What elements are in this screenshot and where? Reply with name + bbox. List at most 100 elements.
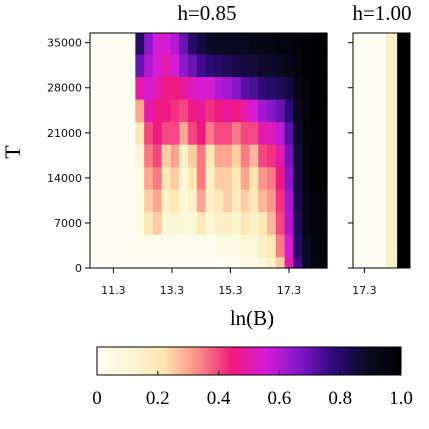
heatmap-cell (267, 53, 277, 78)
heatmap-cell (170, 76, 180, 100)
heatmap-cell (144, 234, 154, 258)
heatmap-cell (310, 53, 328, 78)
heatmap-cell (231, 189, 242, 213)
heatmap-cell (170, 256, 180, 269)
heatmap-cell (196, 144, 207, 168)
heatmap-cell (196, 53, 207, 78)
heatmap-cell (135, 256, 145, 269)
heatmap-cell (293, 166, 303, 190)
heatmap-cell (302, 76, 312, 100)
heatmap-cell (135, 33, 145, 55)
heatmap-cell (196, 33, 207, 55)
heatmap-cell (231, 144, 242, 168)
heatmap-cell (214, 121, 224, 145)
heatmap-cell (135, 53, 145, 78)
heatmap-cell (135, 166, 145, 190)
heatmap-cell (293, 98, 303, 123)
heatmap-cell (293, 256, 303, 269)
heatmap-cell (152, 211, 163, 235)
heatmap-cell (223, 144, 233, 168)
x-tick-label: 15.3 (218, 284, 243, 297)
heatmap-cell (231, 211, 242, 235)
heatmap-cell (144, 256, 154, 269)
heatmap-cell (205, 256, 215, 269)
heatmap-cell (152, 121, 163, 145)
heatmap-cell (249, 234, 259, 258)
heatmap-cell (275, 144, 286, 168)
heatmap-cell (135, 234, 145, 258)
heatmap-cell (214, 234, 224, 258)
heatmap-cell (258, 234, 268, 258)
heatmap-cell (188, 211, 198, 235)
heatmap-cell (258, 256, 268, 269)
heatmap-cell (310, 76, 328, 100)
heatmap-cell (240, 256, 251, 269)
heatmap-cell (275, 256, 286, 269)
heatmap-cell (170, 53, 180, 78)
heatmap-cell (249, 256, 259, 269)
heatmap-cell (240, 144, 251, 168)
heatmap-cell (284, 211, 294, 235)
heatmap-cell (302, 144, 312, 168)
heatmap-cell (170, 234, 180, 258)
heatmap-cell (170, 166, 180, 190)
x-tick-label: 17.3 (352, 284, 377, 297)
heatmap-cell (214, 76, 224, 100)
heatmap-cell (135, 144, 145, 168)
heatmap-cell (170, 98, 180, 123)
heatmap-band (397, 33, 411, 268)
heatmap-cell (267, 211, 277, 235)
heatmap-cell (161, 53, 172, 78)
heatmap-cell (310, 144, 328, 168)
heatmap-cell (161, 76, 172, 100)
heatmap-cell (188, 121, 198, 145)
heatmap-panel-h085: h=0.85 0 7000 14000 21000 28000 35000 11.3 13.… (0, 1, 328, 330)
heatmap-cell (267, 144, 277, 168)
heatmap-cell (179, 53, 189, 78)
heatmap-cell (267, 98, 277, 123)
heatmap-cell (205, 53, 215, 78)
heatmap-cell (302, 53, 312, 78)
x-tick-label: 17.3 (277, 284, 302, 297)
heatmap-cell (231, 53, 242, 78)
heatmap-cell (179, 33, 189, 55)
heatmap-cell (249, 76, 259, 100)
heatmap-cell (188, 33, 198, 55)
heatmap-cell (144, 121, 154, 145)
heatmap-cell (249, 189, 259, 213)
panel2-frame (352, 32, 411, 269)
y-tick-label: 14000 (47, 172, 82, 185)
heatmap-cell (231, 76, 242, 100)
y-tick-label: 21000 (47, 127, 82, 140)
heatmap-cell (231, 33, 242, 55)
heatmap-cell (196, 256, 207, 269)
heatmap-cell (179, 166, 189, 190)
heatmap-cell (179, 189, 189, 213)
heatmap-cell (231, 98, 242, 123)
heatmap-cell (196, 234, 207, 258)
heatmap-cell (135, 211, 145, 235)
heatmap-cell (267, 234, 277, 258)
heatmap-cell (214, 256, 224, 269)
colorbar: 0 0.2 0.4 0.6 0.8 1.0 (92, 346, 413, 409)
heatmap-cell (293, 33, 303, 55)
colorbar-tick-label: 0.6 (268, 388, 292, 409)
heatmap-cell (205, 166, 215, 190)
heatmap-cell (179, 256, 189, 269)
heatmap-cell (302, 189, 312, 213)
heatmap-cell (144, 166, 154, 190)
heatmap-cell (267, 121, 277, 145)
y-tick-label: 7000 (54, 217, 82, 230)
heatmap-cell (161, 189, 172, 213)
heatmap-cell (267, 256, 277, 269)
heatmap-cell (223, 256, 233, 269)
heatmap-cell (205, 234, 215, 258)
heatmap-cell (258, 189, 268, 213)
heatmap-cell (231, 256, 242, 269)
heatmap-cell (302, 234, 312, 258)
heatmap-cell (170, 211, 180, 235)
heatmap-cell (161, 144, 172, 168)
heatmap-cell (267, 33, 277, 55)
heatmap-cell (179, 121, 189, 145)
